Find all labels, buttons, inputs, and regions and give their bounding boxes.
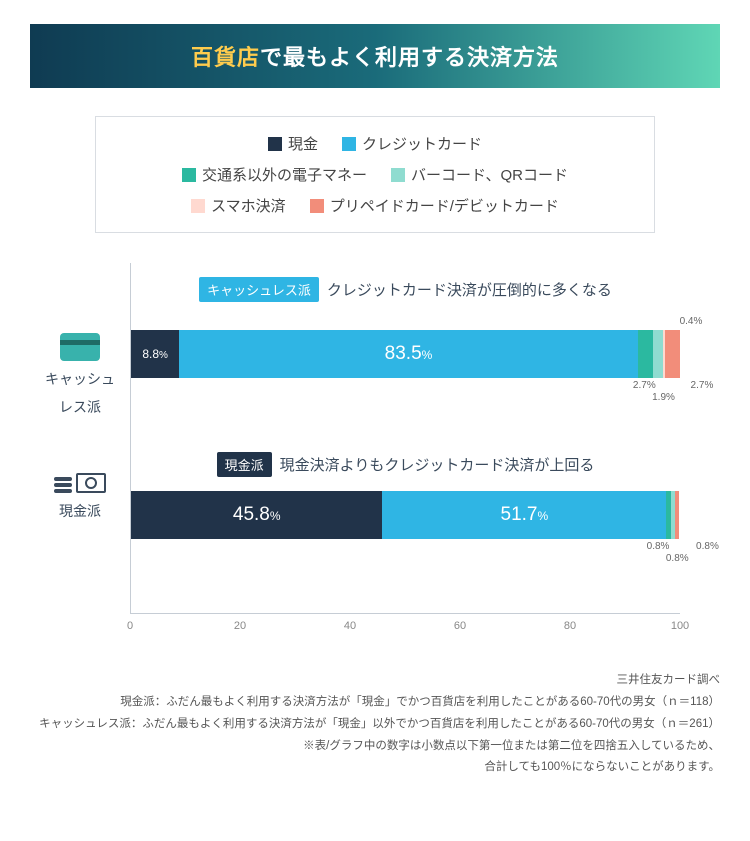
title-accent: 百貨店	[191, 40, 260, 72]
footnote-line: 現金派：ふだん最もよく利用する決済方法が「現金」でかつ百貨店を利用したことがある…	[30, 692, 720, 714]
bar-segment: 83.5%	[179, 330, 637, 378]
title-rest: で最もよく利用する決済方法	[260, 40, 559, 72]
legend-item: クレジットカード	[342, 133, 482, 154]
bar-group-cashless: キャッシュレス派クレジットカード決済が圧倒的に多くなる0.4%8.8%83.5%…	[131, 277, 680, 452]
bar-segment	[675, 491, 679, 539]
bar-group-cash: 現金派現金決済よりもクレジットカード決済が上回る45.8%51.7%0.8%0.…	[131, 452, 680, 613]
footnote-line: 三井住友カード調べ	[30, 670, 720, 692]
segment-value: 8.8%	[142, 347, 168, 361]
legend-item: バーコード、QRコード	[391, 164, 568, 185]
bar-segment: 51.7%	[382, 491, 666, 539]
legend-label: プリペイドカード/デビットカード	[330, 195, 559, 216]
callout-label: 0.8%	[666, 553, 689, 564]
stacked-bar: 45.8% 51.7%	[131, 491, 680, 539]
plot-box: キャッシュレス派クレジットカード決済が圧倒的に多くなる0.4%8.8%83.5%…	[130, 263, 680, 614]
cash-icon	[54, 473, 106, 493]
row-label-text: レス派	[59, 397, 101, 417]
legend-swatch	[182, 168, 196, 182]
stacked-bar: 8.8% 83.5%	[131, 330, 680, 378]
card-icon	[60, 333, 100, 361]
bar-segment	[638, 330, 653, 378]
legend-swatch	[391, 168, 405, 182]
title-bar: 百貨店 で最もよく利用する決済方法	[30, 24, 720, 88]
side-column: キャッシュレス派現金派	[30, 263, 130, 613]
row-label-cashless: キャッシュレス派	[30, 333, 130, 473]
legend-item: 交通系以外の電子マネー	[182, 164, 367, 185]
segment-value: 51.7%	[501, 504, 549, 526]
legend: 現金 クレジットカード交通系以外の電子マネー バーコード、QRコードスマホ決済 プリペ…	[95, 116, 655, 233]
callout-label: 0.8%	[696, 541, 719, 552]
callout-label: 1.9%	[652, 392, 675, 403]
legend-swatch	[310, 199, 324, 213]
bar-segment: 45.8%	[131, 491, 382, 539]
legend-swatch	[191, 199, 205, 213]
legend-item: 現金	[268, 133, 318, 154]
axis-tick-label: 100	[671, 620, 689, 632]
caption-tag: 現金派	[217, 452, 272, 477]
legend-swatch	[342, 137, 356, 151]
caption-text: 現金決済よりもクレジットカード決済が上回る	[280, 454, 595, 475]
caption-tag: キャッシュレス派	[199, 277, 319, 302]
legend-label: クレジットカード	[362, 133, 482, 154]
bar-segment	[653, 330, 663, 378]
bar-segment	[665, 330, 680, 378]
footnotes: 三井住友カード調べ現金派：ふだん最もよく利用する決済方法が「現金」でかつ百貨店を…	[30, 670, 720, 779]
axis-tick-label: 60	[454, 620, 466, 632]
caption-text: クレジットカード決済が圧倒的に多くなる	[327, 279, 612, 300]
callout-label: 0.4%	[680, 316, 703, 327]
segment-value: 83.5%	[385, 343, 433, 365]
legend-swatch	[268, 137, 282, 151]
legend-label: 交通系以外の電子マネー	[202, 164, 367, 185]
legend-label: スマホ決済	[211, 195, 286, 216]
footnote-line: 合計しても100％にならないことがあります。	[30, 757, 720, 779]
bar-segment: 8.8%	[131, 330, 179, 378]
bar-caption: 現金派現金決済よりもクレジットカード決済が上回る	[131, 452, 680, 477]
legend-label: バーコード、QRコード	[411, 164, 568, 185]
callout-label: 2.7%	[633, 380, 656, 391]
axis-tick-label: 40	[344, 620, 356, 632]
axis-tick-label: 20	[234, 620, 246, 632]
axis-tick-label: 80	[564, 620, 576, 632]
footnote-line: キャッシュレス派：ふだん最もよく利用する決済方法が「現金」以外でかつ百貨店を利用…	[30, 714, 720, 736]
bars-column: キャッシュレス派クレジットカード決済が圧倒的に多くなる 0.4% 8.8% 83.5%…	[130, 263, 720, 652]
row-label-text: キャッシュ	[45, 369, 115, 389]
callout-label: 2.7%	[691, 380, 714, 391]
legend-item: プリペイドカード/デビットカード	[310, 195, 559, 216]
footnote-line: ※表/グラフ中の数字は小数点以下第一位または第二位を四捨五入しているため、	[30, 736, 720, 758]
row-label-cash: 現金派	[30, 473, 130, 613]
axis-tick-label: 0	[127, 620, 133, 632]
segment-value: 45.8%	[233, 504, 281, 526]
bar-caption: キャッシュレス派クレジットカード決済が圧倒的に多くなる	[131, 277, 680, 302]
legend-label: 現金	[288, 133, 318, 154]
row-label-text: 現金派	[59, 501, 101, 521]
chart-area: キャッシュレス派現金派 キャッシュレス派クレジットカード決済が圧倒的に多くなる0…	[30, 263, 720, 652]
x-axis: 020406080100	[130, 620, 680, 652]
callout-label: 0.8%	[647, 541, 670, 552]
legend-item: スマホ決済	[191, 195, 286, 216]
